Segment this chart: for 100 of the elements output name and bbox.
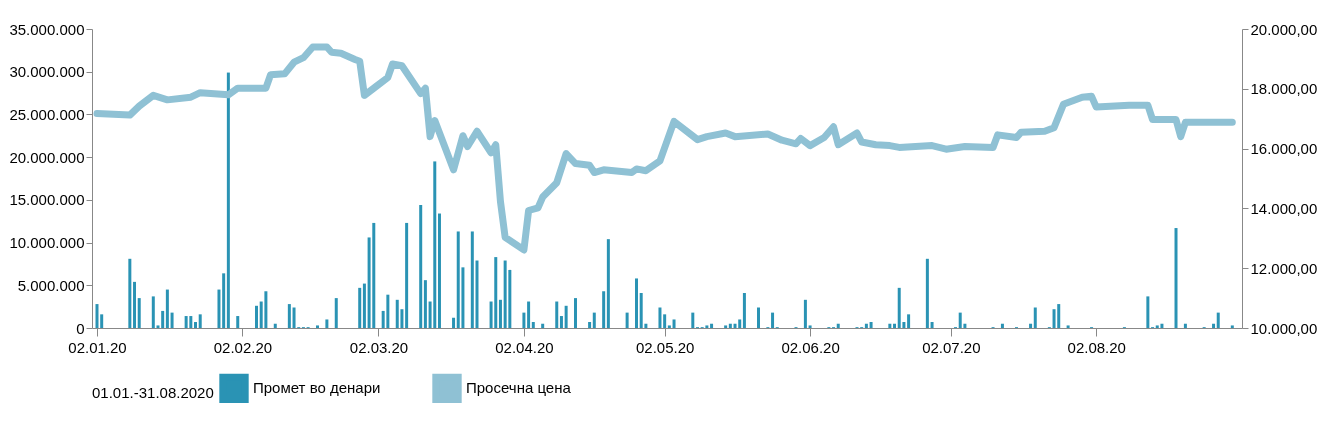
bar: [1216, 312, 1220, 328]
bar: [541, 323, 545, 328]
bar: [503, 260, 507, 328]
bar: [1057, 304, 1061, 328]
bar: [358, 287, 362, 328]
bar: [95, 304, 99, 328]
bar: [756, 307, 760, 328]
x-tick-label: 02.05.20: [635, 338, 695, 356]
bar: [362, 283, 366, 328]
x-tick-label: 02.08.20: [1067, 338, 1126, 356]
y-tick-label: 35.000.000: [9, 20, 85, 38]
bar: [470, 231, 474, 328]
bar: [325, 319, 329, 328]
bar: [433, 161, 437, 328]
bar: [236, 316, 240, 328]
bar: [1066, 325, 1070, 328]
x-tick-label: 02.01.20: [68, 338, 127, 356]
bar: [733, 323, 737, 328]
bar: [170, 312, 174, 328]
bar: [372, 222, 376, 328]
y-tick-label: 10.000.000: [9, 234, 85, 252]
y-tick-label: 20.000.000: [9, 148, 85, 166]
bar: [663, 314, 667, 328]
bar: [452, 317, 456, 328]
bar: [742, 292, 746, 328]
bar: [287, 304, 291, 328]
bar: [635, 278, 639, 328]
bar: [133, 281, 137, 328]
bar: [555, 301, 559, 328]
bar: [128, 258, 132, 328]
x-tick-label: 02.06.20: [781, 338, 840, 356]
bar: [1000, 323, 1004, 328]
bar: [292, 307, 296, 328]
bar: [606, 239, 610, 328]
bar: [592, 312, 596, 328]
legend-label: Промет во денари: [253, 379, 381, 397]
x-tick-label: 02.03.20: [349, 338, 409, 356]
bar: [771, 312, 775, 328]
bar: [705, 325, 709, 328]
bar: [710, 323, 714, 328]
y2-tick-label: 10.000,00: [1250, 319, 1318, 337]
bar: [527, 301, 531, 328]
y-tick-label: 30.000.000: [9, 63, 85, 81]
bar: [423, 280, 427, 328]
y2-tick-label: 18.000,00: [1250, 80, 1318, 98]
bar: [803, 299, 807, 328]
bar: [564, 305, 568, 328]
bar: [869, 322, 873, 328]
bar: [574, 298, 578, 328]
bar: [625, 312, 629, 328]
bar: [658, 307, 662, 328]
bar: [315, 325, 319, 328]
y-tick-label: 0: [76, 319, 85, 337]
y-tick-label: 15.000.000: [9, 191, 85, 209]
legend-title: 01.01.-31.08.2020: [92, 384, 214, 401]
bar: [456, 231, 460, 328]
bar: [198, 314, 202, 328]
bar: [1160, 323, 1164, 328]
bar: [888, 323, 892, 328]
x-tick-label: 02.07.20: [922, 338, 981, 356]
bar: [602, 291, 606, 328]
bar: [691, 312, 695, 328]
bar: [264, 291, 268, 328]
bar: [386, 294, 390, 328]
bar: [925, 258, 929, 328]
bar: [184, 316, 188, 328]
bar: [907, 314, 911, 328]
y2-tick-label: 14.000,00: [1250, 199, 1318, 217]
bar: [724, 325, 728, 328]
bar: [522, 312, 526, 328]
bar: [161, 310, 165, 328]
bar: [808, 325, 812, 328]
bar: [1033, 307, 1037, 328]
bar: [897, 287, 901, 328]
bar: [1155, 325, 1159, 328]
bar: [419, 204, 423, 328]
y-tick-label: 5.000.000: [17, 276, 85, 294]
bar: [738, 319, 742, 328]
bar: [1146, 296, 1150, 328]
bar: [226, 72, 230, 328]
bar: [222, 273, 226, 328]
bar: [667, 325, 671, 328]
bar: [958, 312, 962, 328]
bar: [1183, 323, 1187, 328]
y2-tick-label: 20.000,00: [1250, 20, 1318, 38]
bar: [1212, 323, 1216, 328]
bar: [494, 257, 498, 328]
bar: [273, 323, 277, 328]
bar: [588, 322, 592, 328]
bar: [559, 316, 563, 328]
bar: [1230, 325, 1234, 328]
bar: [334, 298, 338, 328]
bar: [836, 323, 840, 328]
bar: [189, 316, 193, 328]
x-tick-label: 02.02.20: [213, 338, 273, 356]
bar: [165, 289, 169, 328]
legend-label: Просечна цена: [466, 379, 572, 397]
y2-tick-label: 12.000,00: [1250, 259, 1318, 277]
y2-tick-label: 16.000,00: [1250, 140, 1318, 158]
bar: [395, 299, 399, 328]
